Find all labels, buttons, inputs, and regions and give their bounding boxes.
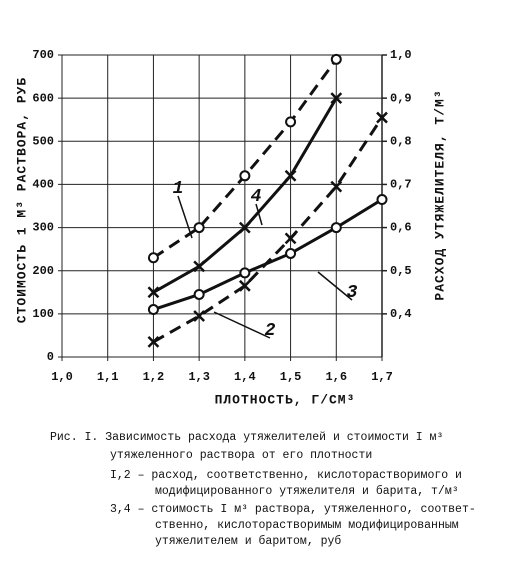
x-tick-label: 1,6: [325, 370, 347, 384]
y-tick-label: 600: [32, 91, 54, 105]
y2-tick-label: 0,5: [390, 264, 412, 278]
y2-tick-label: 1,0: [390, 48, 412, 62]
series-line: [152, 198, 383, 311]
marker: [284, 169, 297, 182]
marker: [193, 310, 206, 322]
marker: [330, 180, 343, 193]
marker: [147, 304, 159, 316]
y-axis-label: СТОИМОСТЬ 1 М³ РАСТВОРА, РУБ: [14, 77, 29, 323]
marker: [330, 53, 342, 65]
caption-line: утяжелителем и баритом, руб: [155, 535, 341, 548]
y2-axis-label: РАСХОД УТЯЖЕЛИТЕЛЯ, Т/М³: [432, 89, 447, 300]
marker: [193, 222, 205, 234]
y-tick-label: 500: [32, 134, 54, 148]
y-tick-label: 0: [47, 350, 54, 364]
y-tick-label: 100: [32, 307, 54, 321]
marker: [330, 92, 343, 105]
leader-line: [255, 203, 263, 226]
marker: [147, 286, 160, 299]
marker: [238, 279, 251, 292]
y2-tick-label: 0,9: [390, 91, 412, 105]
caption-line: Рис. I. Зависимость расхода утяжелителей…: [50, 431, 443, 444]
caption-line: ственно, кислоторастворимым модифицирова…: [155, 519, 459, 532]
marker: [239, 267, 251, 279]
leader-line: [317, 271, 353, 301]
marker: [193, 260, 206, 273]
x-tick-label: 1,0: [51, 370, 73, 384]
marker: [285, 247, 297, 259]
x-tick-label: 1,2: [143, 370, 165, 384]
marker: [238, 221, 251, 234]
caption-line: 3,4 – стоимость I м³ раствора, утяжеленн…: [110, 503, 476, 516]
marker: [147, 336, 160, 348]
marker: [193, 288, 205, 300]
y-tick-label: 200: [32, 264, 54, 278]
marker: [330, 222, 342, 234]
leader-line: [213, 311, 271, 339]
marker: [285, 116, 297, 128]
curve-label: 1: [173, 179, 184, 199]
marker: [376, 194, 388, 206]
x-tick-label: 1,3: [188, 370, 210, 384]
y-tick-label: 400: [32, 178, 54, 192]
leader-line: [177, 195, 193, 239]
x-tick-label: 1,1: [97, 370, 119, 384]
y2-tick-label: 0,7: [390, 178, 412, 192]
y2-tick-label: 0,8: [390, 134, 412, 148]
x-tick-label: 1,7: [371, 370, 393, 384]
x-tick-label: 1,4: [234, 370, 256, 384]
y-tick-label: 300: [32, 221, 54, 235]
y2-tick-label: 0,4: [390, 307, 412, 321]
curve-label: 3: [347, 283, 358, 303]
y-tick-label: 700: [32, 48, 54, 62]
curve-label: 4: [251, 187, 262, 207]
y2-tick-label: 0,6: [390, 221, 412, 235]
caption-line: модифицированного утяжелителя и барита, …: [155, 485, 459, 498]
x-tick-label: 1,5: [280, 370, 302, 384]
x-axis-label: ПЛОТНОСТЬ, Г/СМ³: [215, 392, 356, 407]
series-line: [152, 116, 384, 344]
marker: [147, 252, 159, 264]
marker: [284, 232, 297, 245]
caption-line: утяжеленного раствора от его плотности: [110, 449, 372, 462]
marker: [376, 111, 388, 124]
caption-line: I,2 – расход, соответственно, кислоторас…: [110, 469, 462, 482]
marker: [239, 170, 251, 182]
curve-label: 2: [265, 321, 276, 341]
